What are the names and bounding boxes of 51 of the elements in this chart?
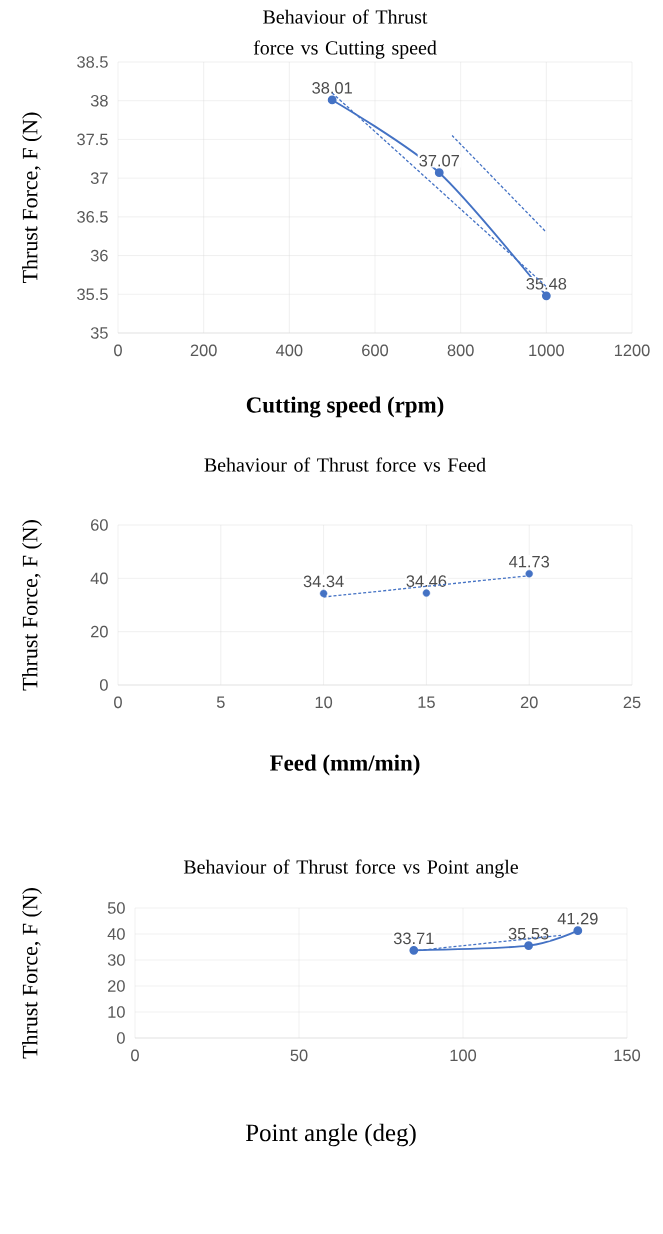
y-tick-label: 37 — [90, 172, 108, 184]
data-label: 41.73 — [509, 555, 550, 568]
y-tick-label: 0 — [99, 679, 108, 691]
y-axis-title: Thrust Force, F (N) — [22, 520, 42, 691]
x-tick-label: 600 — [362, 344, 389, 357]
y-tick-label: 35 — [90, 327, 108, 339]
x-tick-label: 800 — [447, 344, 474, 357]
data-label: 41.29 — [557, 912, 598, 925]
data-label: 33.71 — [393, 932, 434, 945]
chart-title: Behaviour of Thrust force vs Point angle — [183, 859, 518, 878]
y-tick-label: 20 — [108, 980, 125, 992]
y-tick-label: 37.5 — [77, 133, 108, 146]
chart-title: Behaviour of Thrust force vs Feed — [204, 457, 486, 472]
y-axis-title: Thrust Force, F (N) — [22, 888, 42, 1059]
x-axis-title: Point angle (deg) — [245, 1123, 416, 1147]
data-label: 35.53 — [508, 927, 549, 940]
y-axis-title: Thrust Force, F (N) — [22, 112, 42, 283]
data-label: 37.07 — [419, 154, 459, 167]
y-tick-label: 0 — [116, 1032, 125, 1044]
x-tick-label: 0 — [131, 1049, 139, 1062]
x-tick-label: 20 — [520, 696, 538, 709]
x-tick-label: 5 — [216, 696, 225, 708]
x-tick-label: 400 — [276, 344, 303, 357]
y-tick-label: 50 — [107, 902, 125, 914]
y-tick-label: 10 — [108, 1006, 125, 1018]
y-tick-label: 36.5 — [77, 211, 108, 223]
x-tick-label: 50 — [290, 1049, 308, 1062]
x-tick-label: 10 — [315, 696, 333, 709]
x-tick-label: 150 — [614, 1049, 641, 1062]
y-tick-label: 60 — [91, 519, 108, 531]
data-label: 34.34 — [303, 575, 344, 588]
x-tick-label: 200 — [190, 344, 217, 357]
y-tick-label: 40 — [107, 928, 125, 940]
chart-title: Behaviour of Thrust force vs Cutting speed — [253, 9, 437, 59]
y-tick-label: 38.5 — [77, 56, 108, 68]
data-label: 34.46 — [406, 575, 447, 587]
x-tick-label: 100 — [450, 1049, 477, 1062]
data-label: 38.01 — [312, 82, 352, 94]
x-tick-label: 1000 — [529, 344, 564, 357]
y-tick-label: 40 — [90, 572, 108, 585]
x-tick-label: 1200 — [614, 344, 650, 357]
x-tick-label: 25 — [623, 696, 641, 709]
y-tick-label: 35.5 — [77, 288, 108, 301]
x-axis-title: Cutting speed (rpm) — [246, 396, 444, 418]
y-tick-label: 38 — [90, 94, 108, 107]
x-tick-label: 15 — [418, 696, 435, 708]
y-tick-label: 20 — [91, 625, 108, 638]
y-tick-label: 36 — [90, 249, 108, 262]
x-axis-title: Feed (mm/min) — [269, 754, 420, 776]
data-label: 35.48 — [526, 277, 567, 290]
y-tick-label: 30 — [107, 954, 125, 966]
